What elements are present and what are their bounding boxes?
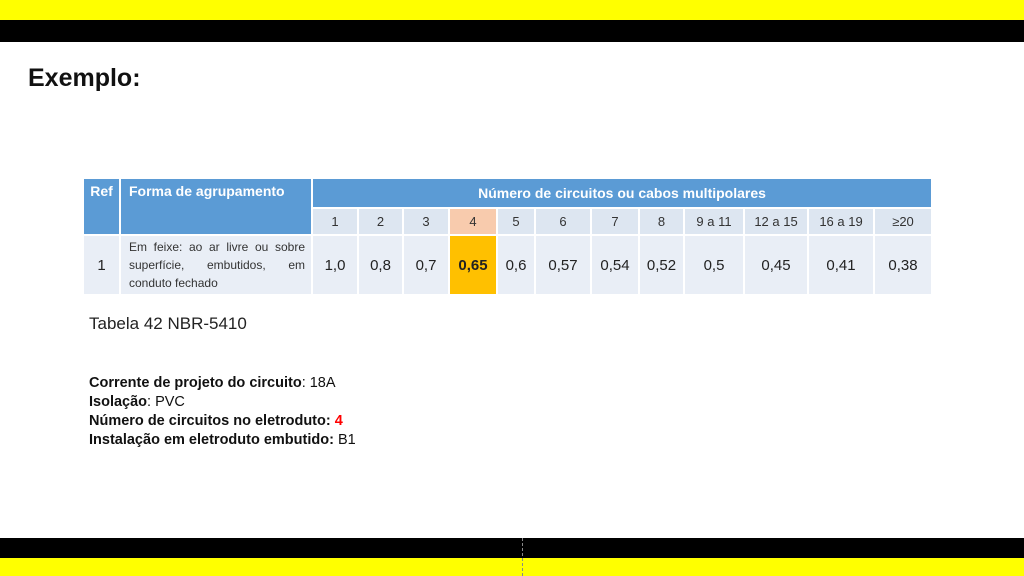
table-cell: 0,52	[638, 234, 685, 296]
info-numero-label: Número de circuitos no eletroduto:	[89, 413, 331, 429]
table-cell-highlighted: 0,65	[448, 234, 498, 296]
table-cell: 0,57	[534, 234, 592, 296]
column-header: 3	[402, 207, 450, 236]
info-corrente-label: Corrente de projeto do circuito	[89, 375, 302, 391]
page-title: Exemplo:	[28, 64, 141, 92]
row-forma-agrupamento: Em feixe: ao ar livre ou sobre superfíci…	[119, 234, 313, 296]
top-yellow-band	[0, 0, 1024, 20]
project-info: Corrente de projeto do circuito: 18A Iso…	[89, 374, 356, 450]
column-header: ≥20	[873, 207, 933, 236]
info-numero-value: 4	[334, 413, 343, 429]
column-header: 8	[638, 207, 685, 236]
table-cell: 0,5	[683, 234, 745, 296]
row-ref: 1	[82, 234, 121, 296]
table-cell: 0,7	[402, 234, 450, 296]
info-numero: Número de circuitos no eletroduto: 4	[89, 412, 356, 431]
info-isolacao: Isolação: PVC	[89, 393, 356, 412]
info-corrente: Corrente de projeto do circuito: 18A	[89, 374, 356, 393]
info-instalacao-value: B1	[337, 432, 356, 448]
header-numero-circuitos: Número de circuitos ou cabos multipolare…	[311, 177, 933, 209]
grouping-factor-table: Ref Forma de agrupamento Número de circu…	[82, 177, 933, 296]
table-row: 1 Em feixe: ao ar livre ou sobre superfí…	[82, 234, 933, 296]
forma-line: superfície, embutidos, em	[129, 258, 305, 272]
info-instalacao-label: Instalação em eletroduto embutido:	[89, 432, 334, 448]
info-instalacao: Instalação em eletroduto embutido: B1	[89, 431, 356, 450]
table-cell: 0,54	[590, 234, 640, 296]
column-header: 2	[357, 207, 404, 236]
column-header: 9 a 11	[683, 207, 745, 236]
forma-line: Em feixe: ao ar livre ou sobre	[129, 240, 305, 254]
table-cell: 0,6	[496, 234, 536, 296]
column-header-highlighted: 4	[448, 207, 498, 236]
slide-divider	[522, 538, 523, 576]
table-cell: 0,8	[357, 234, 404, 296]
bottom-yellow-band	[0, 558, 1024, 576]
top-black-band	[0, 20, 1024, 42]
header-ref: Ref	[82, 177, 121, 236]
column-header: 12 a 15	[743, 207, 809, 236]
table-cell: 0,41	[807, 234, 875, 296]
bottom-black-band	[0, 538, 1024, 558]
table-caption: Tabela 42 NBR-5410	[89, 314, 247, 333]
column-header: 1	[311, 207, 359, 236]
table-cell: 1,0	[311, 234, 359, 296]
header-forma: Forma de agrupamento	[119, 177, 313, 236]
column-header: 6	[534, 207, 592, 236]
table-cell: 0,45	[743, 234, 809, 296]
column-header: 5	[496, 207, 536, 236]
forma-line: conduto fechado	[129, 276, 218, 290]
table-cell: 0,38	[873, 234, 933, 296]
info-isolacao-label: Isolação	[89, 394, 148, 410]
info-corrente-value: : 18A	[301, 375, 336, 391]
column-header: 7	[590, 207, 640, 236]
column-header: 16 a 19	[807, 207, 875, 236]
info-isolacao-value: : PVC	[147, 394, 185, 410]
